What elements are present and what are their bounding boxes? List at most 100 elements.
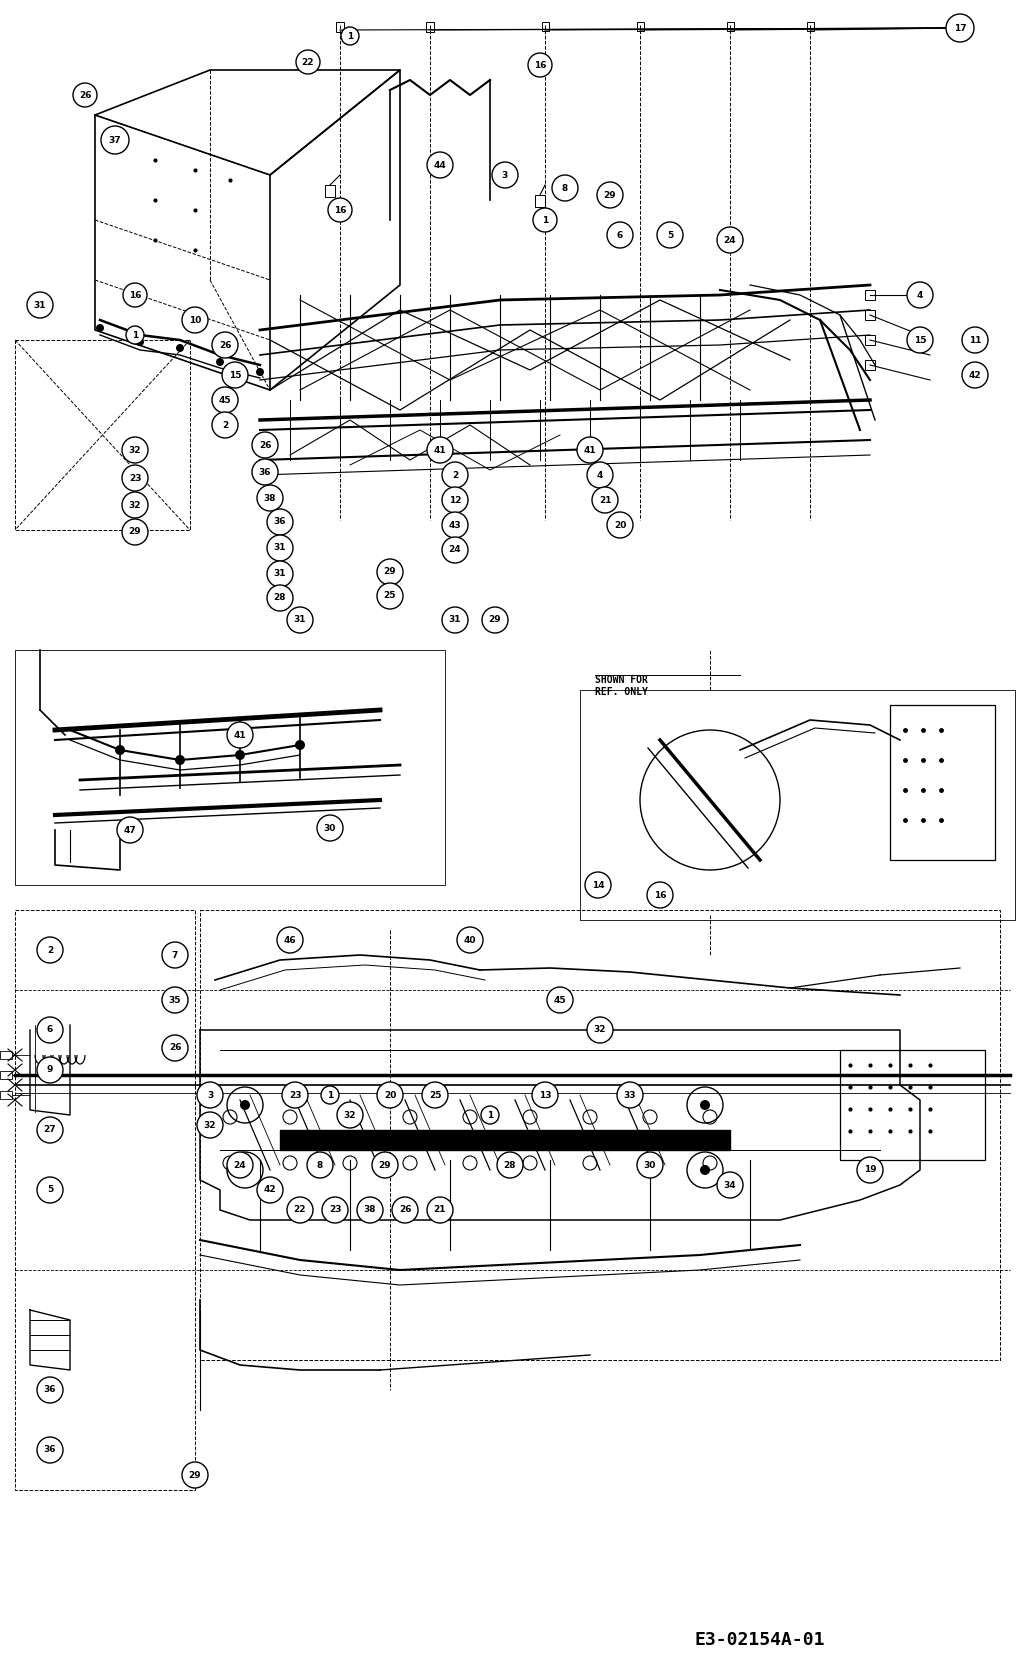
Bar	[200, 911, 1000, 1359]
Circle shape	[176, 344, 184, 352]
Text: 31: 31	[273, 544, 286, 552]
Bar	[865, 360, 875, 370]
Circle shape	[122, 465, 148, 490]
Circle shape	[96, 324, 104, 332]
Text: 35: 35	[169, 996, 182, 1004]
Circle shape	[337, 1103, 363, 1128]
Text: 46: 46	[284, 936, 296, 944]
Text: 6: 6	[46, 1026, 53, 1034]
Circle shape	[115, 746, 125, 756]
Circle shape	[37, 937, 63, 962]
Circle shape	[422, 1083, 448, 1108]
Bar	[325, 185, 335, 197]
Circle shape	[552, 175, 578, 202]
Text: 10: 10	[189, 315, 201, 325]
Bar	[15, 651, 445, 886]
Text: 36: 36	[259, 467, 271, 477]
Circle shape	[372, 1153, 398, 1178]
Circle shape	[457, 927, 483, 952]
Bar	[0, 1071, 12, 1079]
Circle shape	[528, 53, 552, 77]
Circle shape	[256, 369, 264, 375]
Text: 1: 1	[327, 1091, 333, 1099]
Text: 41: 41	[584, 445, 596, 454]
Text: 1: 1	[487, 1111, 493, 1119]
Text: 16: 16	[129, 290, 141, 300]
Circle shape	[481, 1106, 499, 1124]
Text: 26: 26	[169, 1044, 182, 1053]
Circle shape	[857, 1158, 883, 1183]
Text: 26: 26	[219, 340, 231, 350]
Text: 16: 16	[534, 60, 546, 70]
Bar	[426, 22, 434, 32]
Text: 41: 41	[433, 445, 446, 454]
Text: 42: 42	[264, 1186, 277, 1194]
Text: 24: 24	[233, 1161, 247, 1169]
Text: 32: 32	[129, 445, 141, 454]
Bar	[890, 706, 995, 861]
Circle shape	[37, 1378, 63, 1403]
Text: 25: 25	[428, 1091, 442, 1099]
Circle shape	[267, 509, 293, 535]
Text: 29: 29	[129, 527, 141, 537]
Bar	[580, 691, 1015, 921]
Bar	[865, 290, 875, 300]
Circle shape	[267, 560, 293, 587]
Text: 28: 28	[504, 1161, 516, 1169]
Text: 29: 29	[384, 567, 396, 577]
Text: 15: 15	[913, 335, 927, 345]
Circle shape	[392, 1198, 418, 1223]
Text: 5: 5	[46, 1186, 53, 1194]
Text: 27: 27	[43, 1126, 57, 1134]
Circle shape	[222, 362, 248, 389]
Circle shape	[442, 607, 467, 632]
Circle shape	[492, 162, 518, 188]
Text: 14: 14	[591, 881, 605, 889]
Circle shape	[482, 607, 508, 632]
Text: SHOWN FOR
REF. ONLY: SHOWN FOR REF. ONLY	[595, 676, 648, 697]
Text: 32: 32	[129, 500, 141, 509]
Bar	[865, 310, 875, 320]
Text: 16: 16	[653, 891, 667, 899]
Circle shape	[442, 537, 467, 564]
Circle shape	[117, 817, 143, 842]
Circle shape	[700, 1099, 710, 1109]
Circle shape	[962, 362, 988, 389]
Text: 31: 31	[449, 615, 461, 624]
Circle shape	[227, 1153, 253, 1178]
Text: 36: 36	[43, 1446, 57, 1454]
Text: 38: 38	[363, 1206, 377, 1214]
Circle shape	[533, 208, 557, 232]
Polygon shape	[280, 1129, 730, 1149]
Text: 2: 2	[46, 946, 53, 954]
Text: 42: 42	[969, 370, 981, 380]
Text: 44: 44	[433, 160, 447, 170]
Circle shape	[617, 1083, 643, 1108]
Bar	[865, 335, 875, 345]
Circle shape	[907, 282, 933, 309]
Circle shape	[547, 987, 573, 1012]
Text: 37: 37	[108, 135, 122, 145]
Circle shape	[317, 816, 343, 841]
Text: 5: 5	[667, 230, 673, 240]
Text: 36: 36	[273, 517, 286, 527]
Bar	[15, 340, 190, 530]
Circle shape	[162, 1036, 188, 1061]
Circle shape	[596, 182, 623, 208]
Text: 1: 1	[132, 330, 138, 340]
Text: 2: 2	[222, 420, 228, 429]
Text: 30: 30	[324, 824, 336, 832]
Circle shape	[442, 462, 467, 489]
Circle shape	[197, 1113, 223, 1138]
Circle shape	[427, 1198, 453, 1223]
Circle shape	[717, 1173, 743, 1198]
Circle shape	[136, 339, 144, 345]
Circle shape	[585, 872, 611, 897]
Circle shape	[442, 487, 467, 514]
Text: 32: 32	[593, 1026, 606, 1034]
Circle shape	[282, 1083, 308, 1108]
Circle shape	[101, 127, 129, 153]
Circle shape	[216, 359, 224, 365]
Text: 43: 43	[449, 520, 461, 529]
Circle shape	[162, 942, 188, 967]
